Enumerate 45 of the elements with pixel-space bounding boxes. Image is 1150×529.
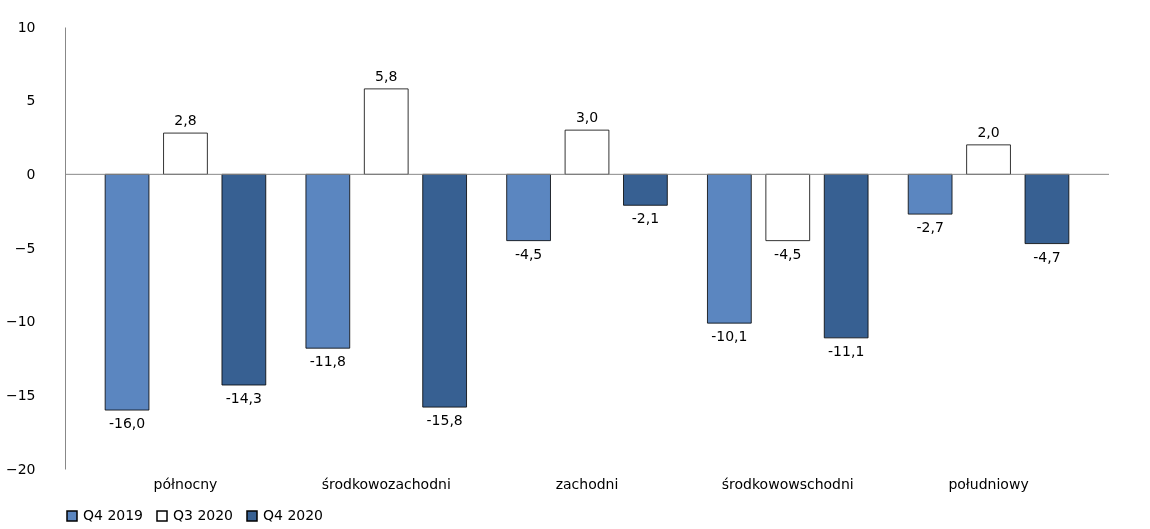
data-label: 3,0 bbox=[575, 109, 599, 126]
y-tick-label: −5 bbox=[14, 239, 36, 256]
y-tick-label: 0 bbox=[26, 165, 36, 182]
data-label: -11,1 bbox=[828, 342, 865, 359]
data-label: -4,7 bbox=[1033, 248, 1061, 265]
data-label: 2,8 bbox=[174, 112, 197, 129]
bar bbox=[707, 173, 752, 324]
y-tick-label: −15 bbox=[5, 386, 36, 403]
bar bbox=[966, 144, 1011, 175]
data-label: -14,3 bbox=[225, 390, 262, 407]
x-tick-label: północny bbox=[153, 475, 218, 492]
bar bbox=[1024, 173, 1070, 244]
y-tick-label: −10 bbox=[5, 313, 36, 330]
x-tick-label: zachodni bbox=[555, 475, 619, 492]
x-tick-label: środkowowschodni bbox=[721, 475, 854, 492]
bar bbox=[907, 173, 953, 215]
y-tick-label: 5 bbox=[26, 92, 36, 109]
x-tick-label: środkowozachodni bbox=[321, 475, 451, 492]
x-tick-label: południowy bbox=[948, 475, 1029, 492]
data-label: -2,1 bbox=[631, 210, 660, 227]
legend-label: Q4 2020 bbox=[263, 507, 324, 523]
data-label: -11,8 bbox=[309, 353, 346, 370]
bar bbox=[506, 173, 551, 242]
data-label: -2,7 bbox=[916, 219, 944, 236]
data-label: -16,0 bbox=[108, 415, 146, 432]
data-label: -15,8 bbox=[426, 412, 463, 429]
bar bbox=[564, 129, 610, 175]
y-tick-label: 10 bbox=[17, 18, 36, 35]
bar bbox=[823, 173, 869, 339]
bar bbox=[422, 173, 467, 408]
data-label: 5,8 bbox=[375, 67, 398, 84]
bar bbox=[623, 173, 668, 206]
legend-label: Q3 2020 bbox=[173, 507, 234, 523]
bar bbox=[765, 173, 811, 242]
data-label: -10,1 bbox=[711, 328, 748, 345]
bar bbox=[363, 88, 409, 175]
bar bbox=[163, 132, 208, 175]
data-label: -4,5 bbox=[774, 245, 802, 262]
data-label: 2,0 bbox=[977, 123, 1000, 140]
legend-label: Q4 2019 bbox=[83, 507, 144, 523]
data-label: -4,5 bbox=[514, 245, 543, 262]
y-tick-label: −20 bbox=[5, 460, 36, 477]
bar bbox=[104, 173, 150, 411]
bar bbox=[221, 173, 267, 386]
bar bbox=[305, 173, 351, 349]
